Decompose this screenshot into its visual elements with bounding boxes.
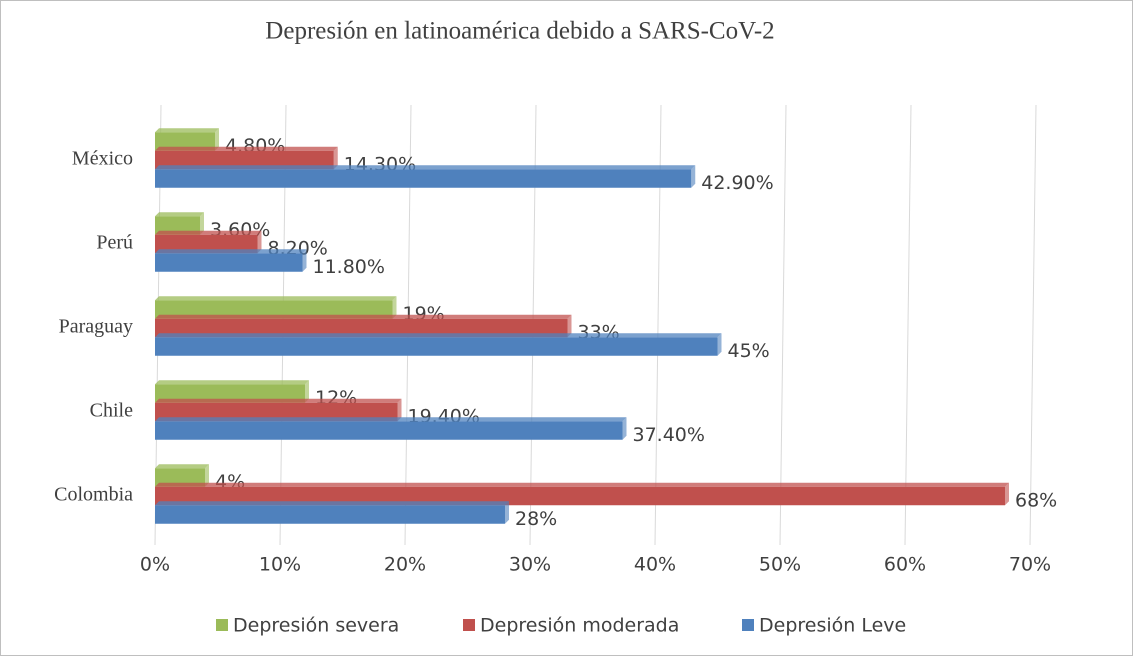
bar-top — [155, 230, 262, 235]
bar — [155, 402, 398, 422]
bar-top — [155, 128, 219, 133]
chart-title: Depresión en latinoamérica debido a SARS… — [265, 18, 774, 45]
bar — [155, 384, 305, 403]
bar-depth — [622, 417, 627, 440]
x-tick-label: 30% — [509, 554, 551, 576]
bar-depth — [302, 249, 307, 272]
bar — [155, 253, 303, 272]
bar — [155, 132, 215, 151]
bar-depth — [305, 380, 309, 403]
x-tick-label: 50% — [759, 554, 801, 576]
bar-top — [155, 165, 696, 170]
y-tick-label: México — [72, 148, 133, 170]
value-label: 11.80% — [313, 256, 385, 278]
value-label: 68% — [1015, 490, 1057, 512]
bar-depth — [215, 128, 219, 151]
bar — [155, 300, 393, 319]
grid-line — [779, 104, 787, 546]
bar — [155, 468, 205, 487]
bar — [155, 505, 505, 524]
bar — [155, 150, 334, 170]
bar-top — [155, 464, 209, 469]
bar-depth — [200, 212, 204, 235]
legend-label: Depresión moderada — [480, 615, 679, 637]
x-tick-label: 0% — [140, 554, 170, 576]
value-label: 37.40% — [633, 424, 705, 446]
bar-depth — [505, 501, 509, 524]
bar-depth — [397, 398, 402, 422]
x-tick-label: 40% — [634, 554, 676, 576]
bar-depth — [333, 146, 338, 170]
bar — [155, 318, 568, 338]
bar-depth — [205, 464, 209, 487]
bar — [155, 337, 718, 356]
bar — [155, 421, 623, 440]
bar-top — [155, 296, 397, 301]
legend-swatch — [742, 619, 754, 631]
y-tick-label: Paraguay — [59, 316, 133, 338]
x-tick-label: 20% — [384, 554, 426, 576]
value-label: 42.90% — [701, 172, 773, 194]
bar-top — [155, 314, 572, 319]
bar-depth — [1005, 482, 1009, 506]
bar-top — [155, 146, 338, 151]
bar-depth — [257, 230, 262, 254]
bar-top — [155, 380, 309, 385]
bar-top — [155, 398, 402, 403]
x-tick-label: 70% — [1009, 554, 1051, 576]
bar — [155, 486, 1005, 506]
grid-line — [1029, 104, 1037, 546]
bar-top — [155, 212, 204, 217]
legend-swatch — [463, 619, 475, 631]
legend-swatch — [216, 619, 228, 631]
bar-top — [155, 417, 627, 422]
grid-line — [904, 104, 912, 546]
x-tick-label: 60% — [884, 554, 926, 576]
bar — [155, 169, 692, 188]
y-tick-label: Perú — [96, 232, 133, 254]
value-label: 45% — [728, 340, 770, 362]
bar — [155, 234, 258, 254]
legend-label: Depresión Leve — [759, 615, 906, 637]
bar-top — [155, 249, 307, 254]
bar-depth — [691, 165, 696, 188]
bar — [155, 216, 200, 235]
bar-depth — [392, 296, 397, 319]
y-tick-label: Chile — [90, 400, 133, 422]
value-label: 28% — [515, 508, 557, 530]
bar-top — [155, 482, 1009, 487]
y-tick-label: Colombia — [54, 484, 133, 506]
legend-label: Depresión severa — [233, 615, 399, 637]
bar-top — [155, 501, 509, 506]
bar-depth — [717, 333, 722, 356]
bar-depth — [567, 314, 572, 338]
bar-top — [155, 333, 722, 338]
x-tick-label: 10% — [259, 554, 301, 576]
